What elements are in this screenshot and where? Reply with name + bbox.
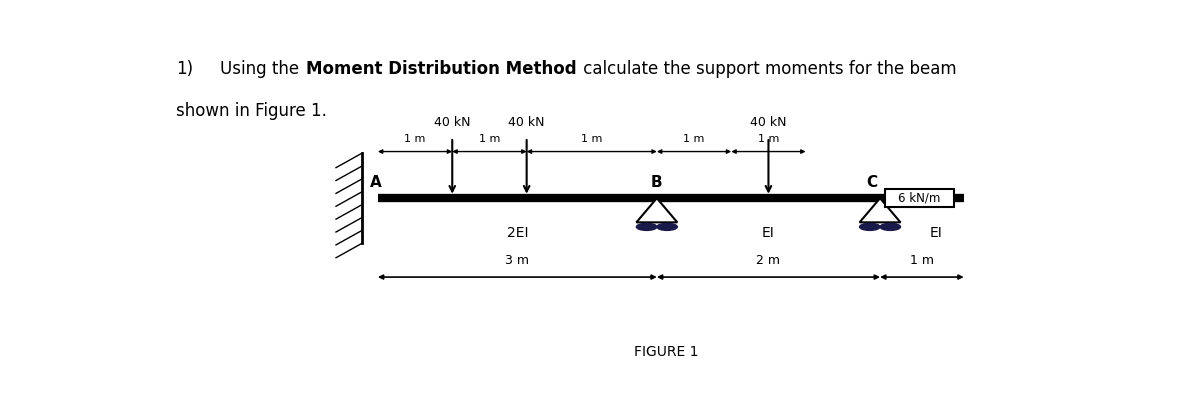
Text: Moment Distribution Method: Moment Distribution Method	[306, 60, 577, 78]
Text: 40 kN: 40 kN	[509, 116, 545, 129]
Text: 40 kN: 40 kN	[750, 116, 787, 129]
Text: 6 kN/m: 6 kN/m	[899, 192, 941, 205]
FancyBboxPatch shape	[884, 189, 954, 207]
Text: C: C	[866, 175, 877, 190]
Circle shape	[880, 223, 900, 230]
Text: B: B	[652, 175, 662, 190]
Text: A: A	[371, 175, 382, 190]
Circle shape	[656, 223, 677, 230]
Text: EI: EI	[930, 226, 942, 240]
Text: 1 m: 1 m	[757, 135, 779, 145]
Text: EI: EI	[762, 226, 775, 240]
Text: 1 m: 1 m	[581, 135, 602, 145]
Text: 3 m: 3 m	[505, 255, 529, 268]
Text: 1 m: 1 m	[910, 255, 934, 268]
Text: 1 m: 1 m	[479, 135, 500, 145]
Text: 1): 1)	[176, 60, 193, 78]
Text: 2EI: 2EI	[506, 226, 528, 240]
Text: shown in Figure 1.: shown in Figure 1.	[176, 102, 326, 120]
Text: 2 m: 2 m	[756, 255, 780, 268]
Text: 1 m: 1 m	[404, 135, 426, 145]
Text: Using the: Using the	[220, 60, 304, 78]
Text: calculate the support moments for the beam: calculate the support moments for the be…	[578, 60, 956, 78]
Text: 40 kN: 40 kN	[434, 116, 470, 129]
Circle shape	[859, 223, 880, 230]
Text: 1 m: 1 m	[683, 135, 704, 145]
Polygon shape	[636, 198, 677, 222]
Text: FIGURE 1: FIGURE 1	[634, 345, 698, 359]
Circle shape	[636, 223, 656, 230]
Polygon shape	[859, 198, 900, 222]
